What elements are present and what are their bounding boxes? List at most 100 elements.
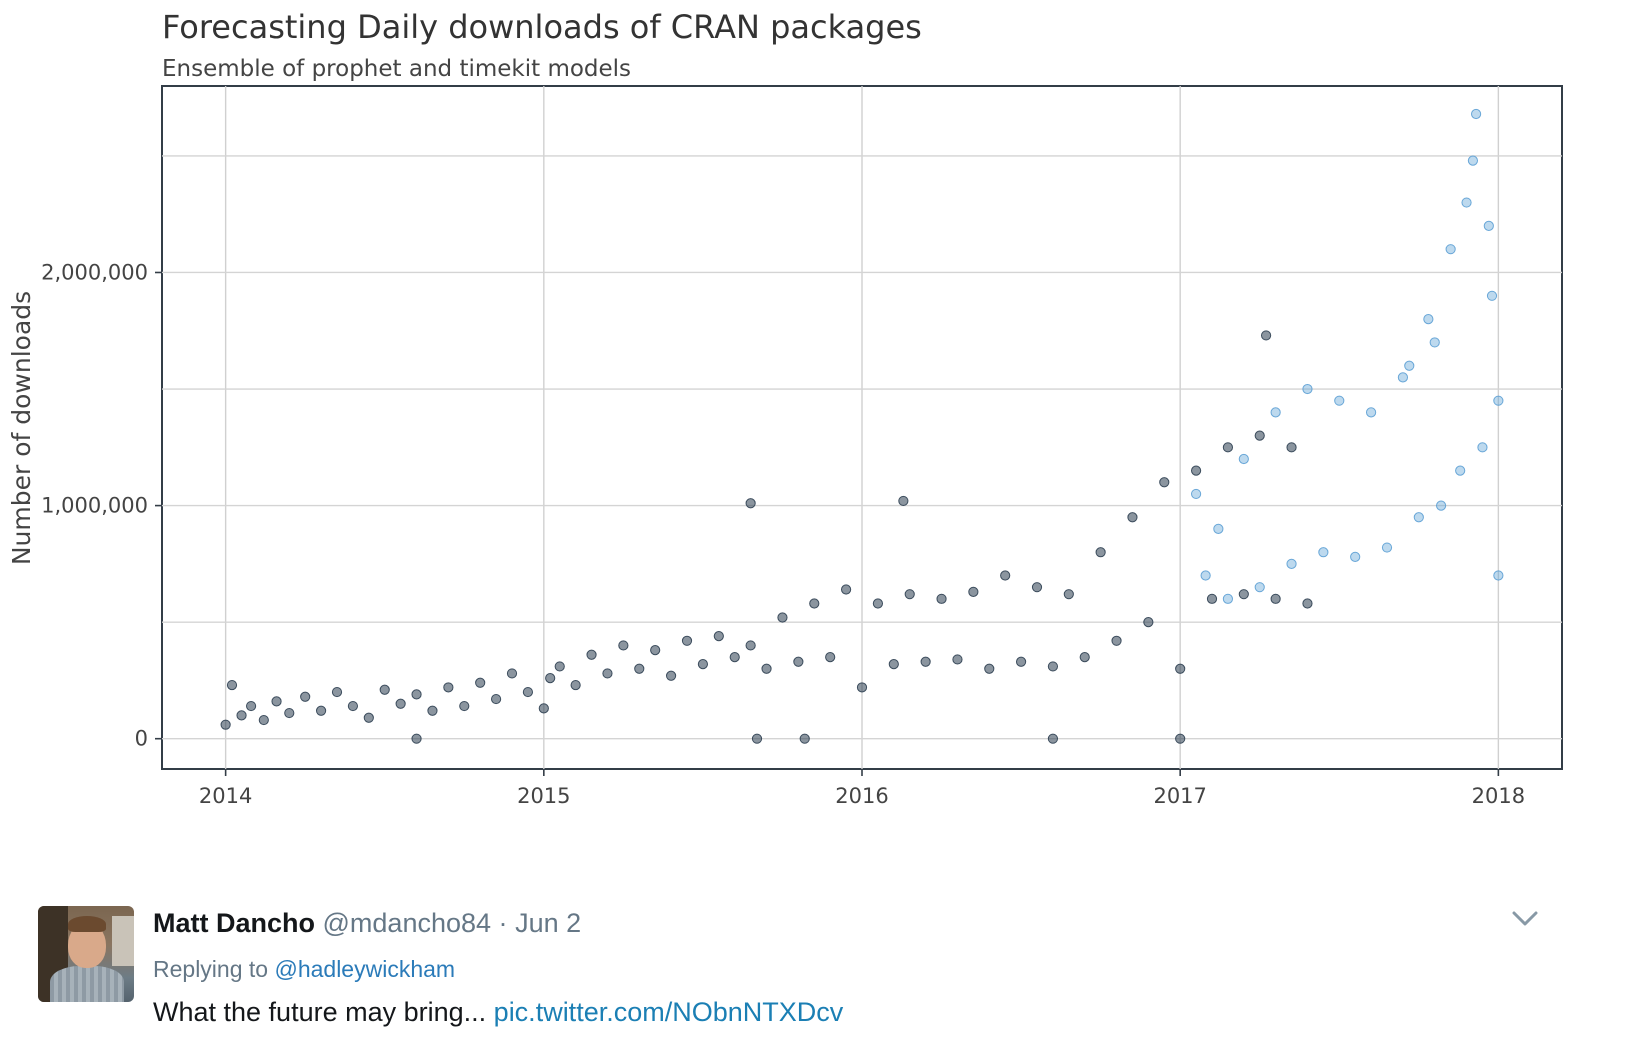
chart-subtitle: Ensemble of prophet and timekit models (162, 56, 631, 82)
data-point (245, 700, 257, 712)
data-point (1047, 661, 1059, 672)
data-point (284, 707, 295, 719)
data-point (347, 700, 359, 712)
y-axis-title: Number of downloads (7, 291, 36, 565)
chart-title: Forecasting Daily downloads of CRAN pack… (162, 8, 922, 46)
data-point (1302, 383, 1313, 395)
data-point (1493, 395, 1504, 406)
data-point (1302, 598, 1313, 609)
data-point (968, 586, 979, 597)
tweet-body: What the future may bring... (153, 997, 487, 1027)
data-point (1200, 570, 1211, 581)
data-point (713, 631, 724, 642)
data-point (1222, 442, 1234, 453)
separator: · (498, 908, 508, 938)
data-point (856, 682, 868, 693)
data-point (898, 495, 909, 507)
data-point (538, 703, 549, 714)
replying-to: Replying to @hadleywickham (153, 956, 455, 983)
data-point (331, 686, 343, 698)
data-point (1486, 290, 1498, 301)
data-point (570, 679, 581, 691)
data-point (1404, 360, 1415, 371)
data-point (1455, 465, 1466, 476)
data-point (226, 679, 238, 691)
data-point (411, 733, 422, 744)
series-0 (220, 330, 1313, 744)
data-point (1222, 593, 1234, 604)
data-point (872, 598, 884, 609)
data-point (761, 663, 772, 674)
data-point (650, 645, 661, 656)
x-tick-label: 2018 (1472, 784, 1525, 808)
data-point (888, 659, 899, 670)
data-point (506, 668, 518, 679)
data-point (825, 652, 836, 663)
data-point (1254, 430, 1265, 441)
data-point (840, 584, 852, 595)
replying-handle-link[interactable]: @hadleywickham (274, 956, 456, 982)
data-point (490, 693, 502, 705)
tweet-pic-link[interactable]: pic.twitter.com/NObnNTXDcv (493, 997, 844, 1027)
data-point (1413, 512, 1424, 523)
data-point (799, 733, 810, 744)
data-point (1015, 656, 1027, 667)
data-points (220, 108, 1504, 744)
data-point (1254, 582, 1265, 593)
data-point (1365, 407, 1377, 418)
data-point (1270, 593, 1281, 604)
data-point (1047, 733, 1059, 744)
avatar[interactable] (38, 906, 134, 1002)
data-point (1423, 314, 1434, 325)
data-point (459, 700, 470, 712)
data-point (1429, 337, 1440, 348)
x-axis-ticks: 2014 2015 2016 2017 2018 (199, 769, 1525, 808)
tweet[interactable]: Matt Dancho @mdancho84 · Jun 2 Replying … (0, 880, 1630, 1038)
data-point (634, 663, 645, 674)
data-point (427, 705, 438, 716)
data-point (1493, 570, 1504, 581)
data-point (745, 498, 756, 509)
data-point (1079, 652, 1090, 663)
data-point (271, 696, 282, 707)
data-point (697, 659, 709, 670)
data-point (258, 714, 269, 726)
chevron-down-icon[interactable] (1512, 910, 1538, 928)
data-point (1159, 477, 1170, 488)
data-point (793, 656, 804, 667)
data-point (475, 677, 486, 688)
data-point (411, 689, 422, 700)
data-point (315, 705, 327, 716)
y-tick-label: 0 (135, 727, 148, 751)
data-point (1190, 465, 1202, 476)
data-point (236, 710, 247, 721)
data-point (1127, 512, 1138, 523)
author-handle[interactable]: @mdancho84 (322, 908, 492, 938)
grid-lines (162, 86, 1562, 769)
y-tick-label: 1,000,000 (41, 494, 148, 518)
data-point (1238, 453, 1249, 465)
x-tick-label: 2015 (517, 784, 570, 808)
author-name[interactable]: Matt Dancho (153, 908, 315, 938)
data-point (920, 656, 931, 667)
data-point (1461, 197, 1472, 208)
data-point (681, 635, 693, 646)
data-point (395, 698, 406, 709)
data-point (379, 684, 390, 695)
data-point (1270, 407, 1281, 418)
data-point (1350, 551, 1361, 562)
y-axis-ticks: 0 1,000,000 2,000,000 (41, 260, 162, 751)
data-point (984, 663, 995, 674)
data-point (220, 719, 231, 730)
data-point (809, 598, 820, 609)
data-point (1190, 488, 1202, 500)
x-tick-label: 2014 (199, 784, 252, 808)
data-point (1206, 593, 1218, 604)
data-point (1260, 330, 1272, 341)
data-point (1397, 372, 1409, 383)
data-point (1000, 570, 1011, 581)
series-1 (1190, 108, 1504, 604)
data-point (1445, 244, 1456, 255)
tweet-date[interactable]: Jun 2 (515, 908, 582, 938)
data-point (1031, 582, 1043, 593)
